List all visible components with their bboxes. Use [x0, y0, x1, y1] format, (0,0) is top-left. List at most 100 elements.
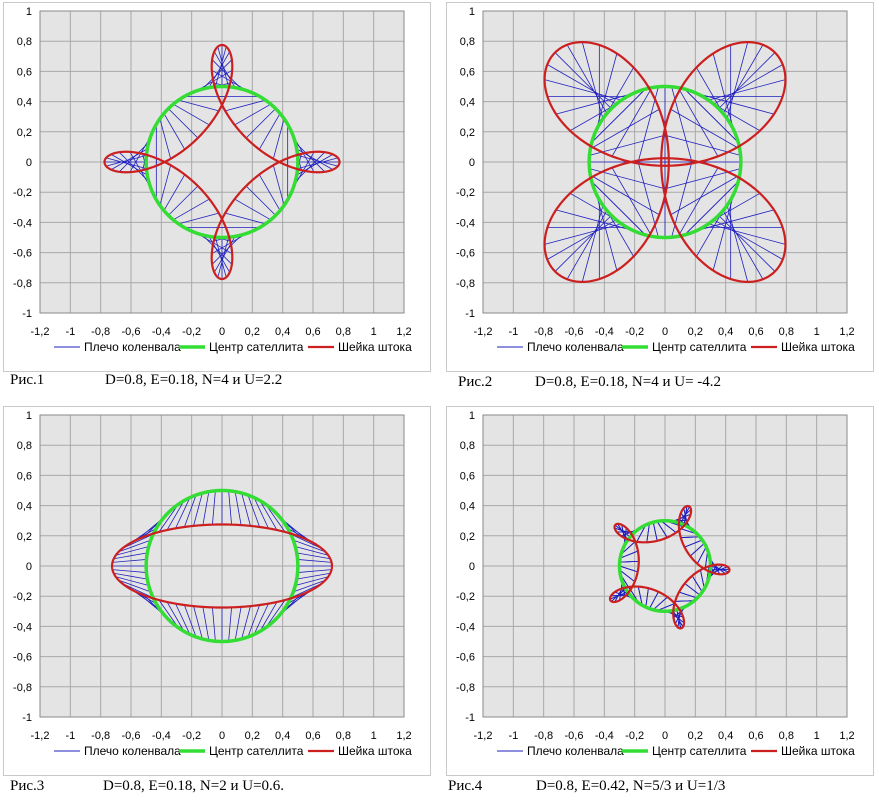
plot-border [39, 10, 405, 314]
crank-arm-line [670, 174, 740, 216]
crank-arm-line [259, 500, 278, 531]
x-tick-label: 1 [371, 730, 377, 742]
y-tick-label: -1 [465, 308, 475, 320]
crank-arm-line [726, 42, 749, 119]
rod-neck-series [103, 43, 341, 281]
crank-arm-line [245, 108, 276, 139]
x-tick-label: 1 [371, 326, 377, 338]
crank-arm-line [544, 79, 622, 101]
x-tick-label: -0,6 [565, 730, 584, 742]
y-tick-label: -0,8 [456, 682, 475, 694]
y-tick-label: -0,8 [13, 682, 32, 694]
crank-arm-line [211, 59, 242, 90]
y-tick-label: 0,2 [17, 531, 32, 543]
x-tick-label: 0,6 [748, 326, 763, 338]
crank-arm-line [566, 44, 608, 114]
crank-arm-line [652, 596, 668, 611]
x-tick-label: 0,6 [305, 730, 320, 742]
chart-panel-1: -1,2 -1 -0,8 -0,6 -0,4 -0,2 0 0,2 0,4 0,6 0,8 1 1,2 1… [3, 2, 431, 372]
crank-arm-line [712, 193, 735, 271]
x-tick-label: 0,8 [779, 730, 794, 742]
x-tick-label: 0,4 [718, 326, 733, 338]
crank-arm-line [202, 234, 233, 265]
x-tick-label: 0,2 [688, 730, 703, 742]
crank-arm-line [112, 559, 147, 563]
x-tick-label: -0,2 [625, 326, 644, 338]
x-tick-label: -1 [65, 730, 75, 742]
crank-arm-line [159, 165, 172, 206]
x-tick-label: 1,2 [396, 326, 411, 338]
y-tick-label: 0,8 [460, 36, 475, 48]
chart-svg-2: -1,2 -1 -0,8 -0,6 -0,4 -0,2 0 0,2 0,4 0,6 0,8 1 1,2 1… [456, 6, 855, 354]
crank-arm-line [591, 86, 649, 143]
crank-arm-line [293, 579, 326, 593]
crank-arm-line [296, 572, 331, 580]
x-tick-label: 1 [814, 730, 820, 742]
crank-arm-line [588, 178, 646, 236]
crank-arm-line [159, 118, 172, 159]
chart-svg-3: -1,2 -1 -0,8 -0,6 -0,4 -0,2 0 0,2 0,4 0,6 0,8 1 1,2 1… [13, 410, 412, 758]
x-tick-label: -0,6 [565, 326, 584, 338]
crank-arm-line [683, 506, 688, 526]
satellite-center-series [144, 488, 300, 644]
crank-arm-series [609, 506, 730, 629]
crank-arm-line [710, 568, 730, 571]
x-tick-label: -0,2 [182, 730, 201, 742]
y-tick-label: 0,2 [460, 531, 475, 543]
crank-arm-line [113, 552, 148, 560]
crank-arm-line [672, 513, 691, 522]
y-tick-label: -0,4 [13, 217, 32, 229]
crank-arm-line [193, 492, 203, 526]
legend-rod-neck-label: Шейка штока [338, 340, 412, 354]
y-tick-label: 0,6 [460, 470, 475, 482]
crank-arm-line [168, 108, 199, 139]
x-tick-label: -0,2 [625, 730, 644, 742]
crank-arm-line [619, 569, 635, 582]
x-tick-label: -0,8 [534, 326, 553, 338]
crank-arm-line [115, 576, 149, 586]
x-tick-label: -1,2 [31, 326, 50, 338]
y-tick-label: 1 [26, 410, 32, 422]
y-tick-label: 0 [469, 561, 475, 573]
crank-arm-line [258, 113, 281, 150]
chart-svg-4: -1,2 -1 -0,8 -0,6 -0,4 -0,2 0 0,2 0,4 0,6 0,8 1 1,2 1… [456, 410, 855, 758]
crank-arm-line [678, 591, 698, 599]
x-tick-label: 0 [219, 326, 225, 338]
x-tick-label: -0,8 [91, 730, 110, 742]
y-tick-label: -0,6 [13, 248, 32, 260]
crank-arm-line [168, 185, 199, 216]
crank-arm-line [619, 560, 639, 563]
crank-arm-line [708, 223, 786, 245]
crank-arm-line [245, 185, 276, 216]
crank-arm-line [228, 490, 232, 525]
crank-arm-line [247, 494, 260, 528]
crank-arm-line [649, 591, 659, 609]
crank-arm-line [225, 212, 266, 225]
legend-crank-arm-label: Плечо коленвала [84, 340, 181, 354]
crank-arm-line [684, 539, 703, 548]
legend-rod-neck-label: Шейка штока [781, 744, 855, 758]
y-tick-label: -0,2 [456, 591, 475, 603]
crank-arm-line [718, 215, 776, 272]
crank-arm-line [258, 174, 281, 211]
crank-arm-line [637, 586, 643, 606]
crank-arm-line [718, 52, 776, 109]
crank-arm-line [184, 604, 197, 638]
figure-params-2: D=0.8, E=0.18, N=4 и U= -4.2 [535, 374, 722, 390]
satellite-center-series [587, 84, 743, 240]
crank-arm-line [684, 583, 701, 596]
x-tick-label: 0,8 [336, 326, 351, 338]
crank-arm-line [202, 491, 210, 526]
y-tick-label: 0,6 [460, 66, 475, 78]
figure-label-2: Рис.2 [458, 374, 493, 390]
y-tick-label: 0,4 [460, 97, 475, 109]
crank-arm-line [228, 607, 232, 642]
crank-arm-line [118, 579, 151, 593]
crank-arm-line [166, 601, 185, 632]
crank-arm-line [297, 157, 338, 169]
y-tick-label: 0 [469, 157, 475, 169]
y-tick-label: -0,2 [13, 591, 32, 603]
crank-arm-line [656, 521, 668, 538]
crank-arm-line [212, 490, 216, 525]
crank-arm-line [253, 603, 269, 635]
